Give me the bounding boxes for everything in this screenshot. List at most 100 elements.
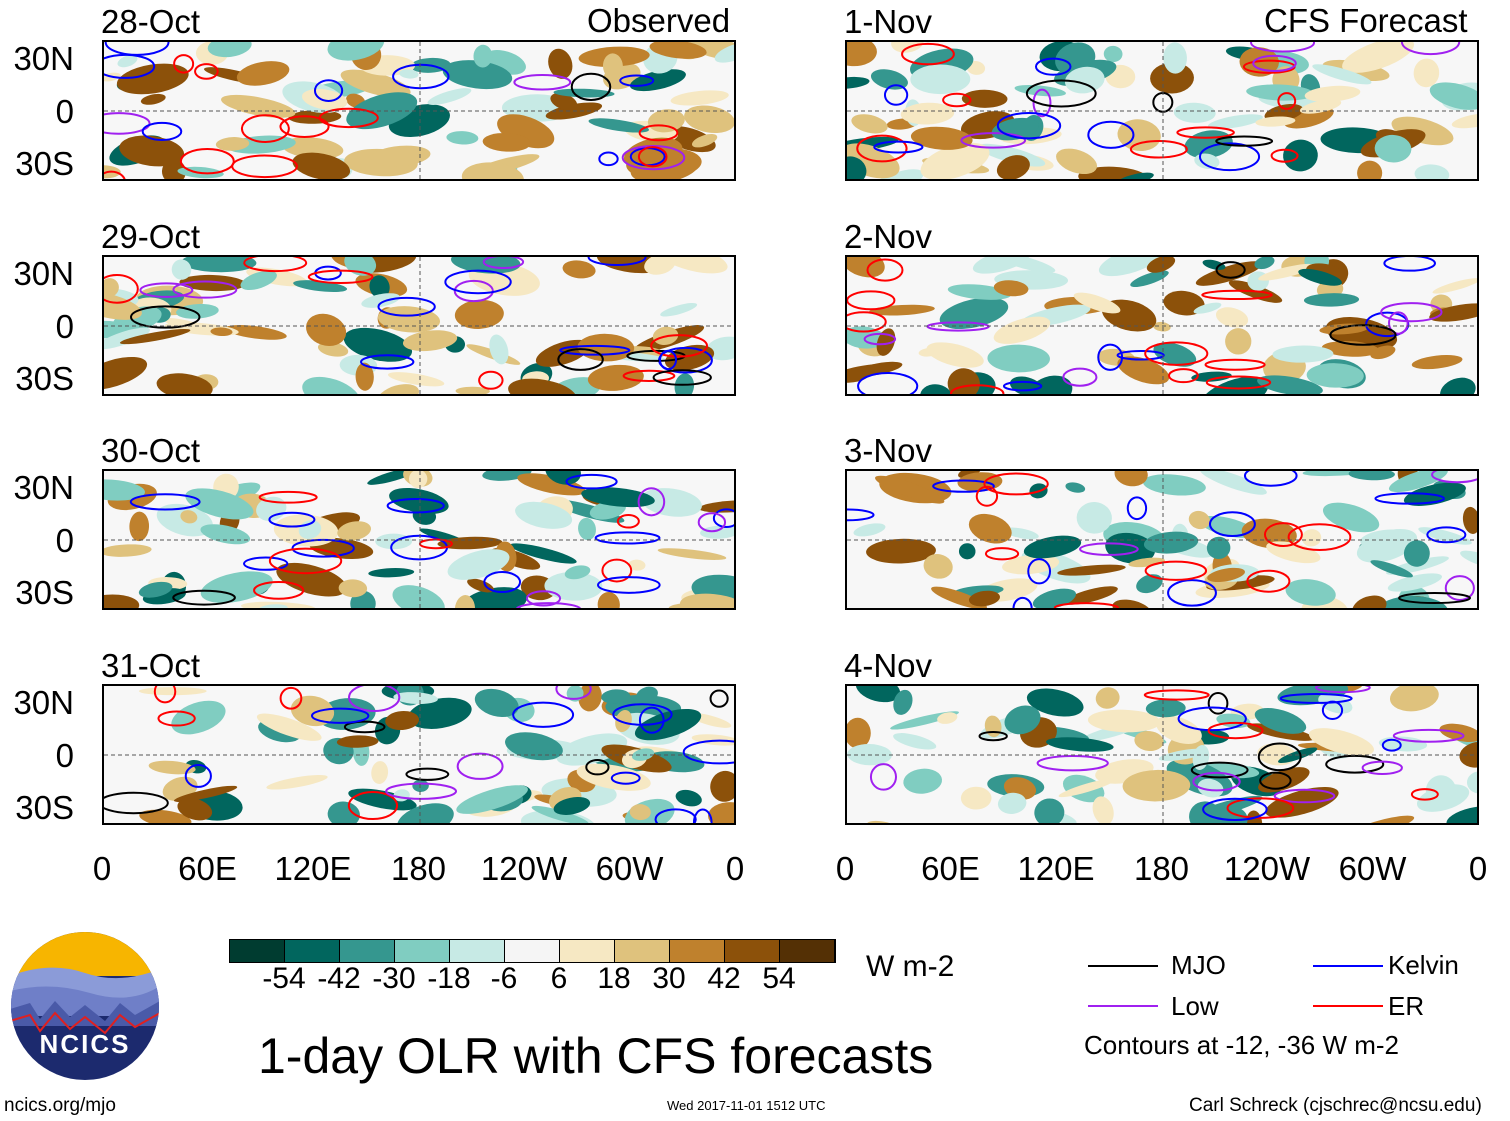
wave-contour (360, 354, 415, 370)
wave-contour (983, 472, 1049, 496)
colorbar-label: -6 (490, 962, 518, 995)
colorbar-label: -54 (262, 962, 306, 995)
olr-anomaly-blob (1352, 595, 1387, 608)
map-panel-28-oct (102, 40, 736, 181)
wave-contour (1246, 569, 1291, 593)
wave-contour (310, 707, 370, 724)
wave-contour (1204, 358, 1266, 371)
olr-anomaly-blob (847, 717, 871, 749)
olr-anomaly-blob (1306, 363, 1364, 388)
wave-contour (650, 334, 708, 358)
footer-timestamp: Wed 2017-11-01 1512 UTC (667, 1098, 826, 1113)
wave-contour (129, 493, 201, 511)
olr-anomaly-blob (853, 523, 886, 537)
wave-contour (565, 473, 618, 490)
olr-anomaly-blob (343, 327, 413, 362)
olr-anomaly-blob (140, 93, 166, 105)
olr-anomaly-blob (1163, 290, 1205, 316)
colorbar-swatch (505, 940, 560, 962)
olr-anomaly-blob (926, 342, 984, 368)
olr-anomaly-blob (958, 543, 976, 560)
olr-anomaly-blob (104, 320, 129, 339)
wave-contour (1079, 542, 1139, 556)
legend-line-kelvin (1313, 965, 1383, 967)
wave-contour (1263, 522, 1303, 547)
olr-anomaly-blob (389, 487, 449, 514)
colorbar-swatch (780, 940, 835, 962)
wave-contour (478, 370, 504, 390)
olr-anomaly-blob (1403, 540, 1430, 567)
olr-anomaly-blob (467, 578, 494, 593)
wave-contour (622, 369, 676, 382)
olr-anomaly-blob (1257, 375, 1323, 394)
olr-anomaly-blob (1216, 806, 1248, 823)
olr-anomaly-blob (473, 44, 493, 68)
colorbar-swatch (285, 940, 340, 962)
colorbar-swatch (560, 940, 615, 962)
panel-date-label: 28-Oct (101, 3, 201, 40)
olr-anomaly-blob (1432, 278, 1477, 294)
olr-anomaly-blob (675, 789, 702, 807)
wave-contour (1002, 380, 1043, 392)
wave-contour (1062, 367, 1098, 387)
y-tick-label: 30S (15, 789, 74, 826)
wave-contour (1388, 311, 1409, 335)
olr-anomaly-blob (387, 372, 445, 387)
olr-anomaly-blob (1117, 356, 1170, 385)
olr-anomaly-blob (1057, 564, 1126, 576)
olr-anomaly-blob (1087, 709, 1161, 733)
wave-contour (1426, 526, 1467, 544)
y-tick-label: 0 (55, 737, 74, 774)
olr-anomaly-blob (1374, 134, 1412, 163)
olr-anomaly-blob (474, 688, 519, 718)
olr-anomaly-blob (455, 386, 490, 394)
olr-anomaly-blob (306, 313, 347, 347)
olr-anomaly-blob (891, 42, 924, 53)
wave-contour (279, 686, 303, 710)
x-tick-label: 120E (274, 850, 352, 887)
olr-anomaly-blob (660, 303, 698, 317)
wave-contour (526, 590, 562, 607)
olr-anomaly-blob (1308, 728, 1374, 756)
olr-anomaly-blob (377, 384, 420, 394)
olr-anomaly-blob (179, 274, 246, 292)
olr-anomaly-blob (1130, 270, 1169, 288)
olr-anomaly-blob (1188, 510, 1210, 530)
olr-anomaly-blob (369, 275, 390, 299)
olr-anomaly-blob (302, 376, 361, 394)
olr-anomaly-blob (581, 487, 655, 508)
olr-anomaly-blob (510, 543, 577, 564)
panel-date-label: 31-Oct (101, 647, 201, 684)
olr-anomaly-blob (454, 299, 504, 329)
olr-anomaly-blob (1451, 113, 1477, 129)
panel-date-label: 1-Nov (844, 3, 933, 40)
x-tick-label: 60W (595, 850, 664, 887)
wave-contour (1287, 523, 1352, 551)
olr-anomaly-blob (1312, 64, 1372, 85)
wave-contour (587, 257, 647, 267)
olr-anomaly-blob (910, 64, 971, 95)
wave-contour (1126, 496, 1148, 521)
olr-anomaly-blob (442, 60, 513, 90)
olr-anomaly-blob (139, 809, 192, 823)
olr-anomaly-blob (628, 559, 646, 571)
olr-anomaly-blob (138, 581, 173, 598)
olr-anomaly-blob (958, 471, 981, 479)
wave-contour (1202, 797, 1268, 821)
olr-anomaly-blob (1207, 567, 1245, 583)
olr-anomaly-blob (207, 42, 252, 58)
olr-anomaly-blob (171, 700, 226, 735)
wave-contour (1243, 471, 1298, 487)
olr-anomaly-blob (900, 102, 955, 125)
x-tick-label: 60E (921, 850, 980, 887)
map-panel-1-nov (845, 40, 1479, 181)
olr-anomaly-blob (236, 61, 290, 86)
olr-anomaly-blob (1023, 535, 1082, 559)
olr-anomaly-blob (1122, 769, 1191, 802)
footer-url[interactable]: ncics.org/mjo (4, 1095, 116, 1116)
olr-anomaly-blob (1446, 806, 1477, 823)
wave-contour (863, 332, 897, 346)
olr-anomaly-blob (1414, 164, 1450, 179)
olr-anomaly-blob (148, 760, 196, 775)
wave-contour (377, 296, 436, 317)
